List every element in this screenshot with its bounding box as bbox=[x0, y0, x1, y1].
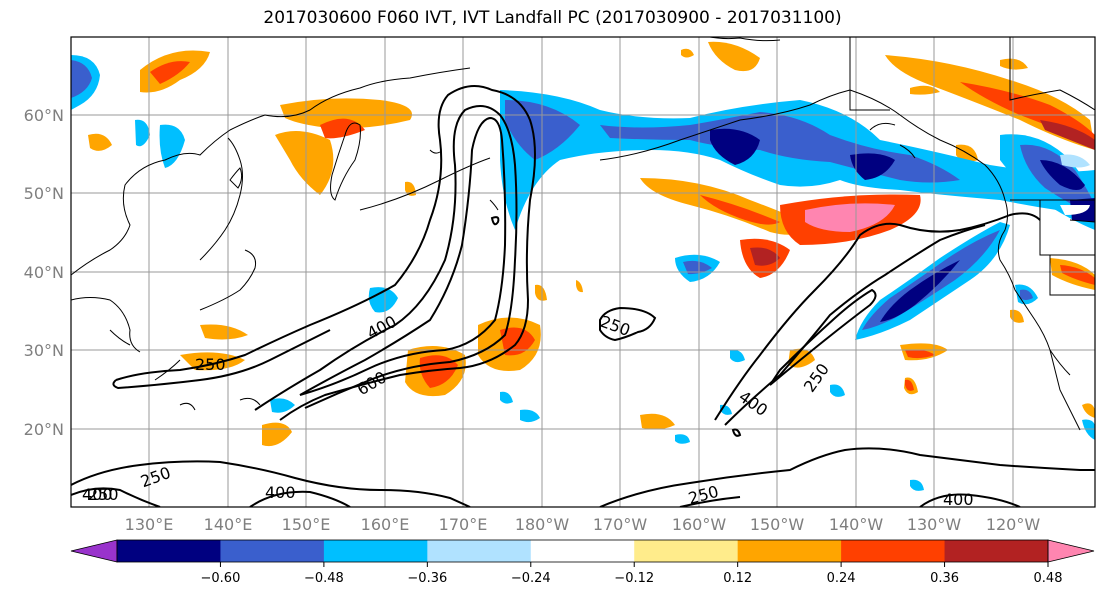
colorbar-segment bbox=[323, 540, 428, 562]
lon-label: 140°E bbox=[204, 515, 253, 534]
colorbar-tick-label: −0.24 bbox=[511, 571, 551, 586]
coastlines bbox=[71, 37, 1095, 431]
colorbar-tick-label: −0.60 bbox=[201, 571, 241, 586]
lon-label: 150°W bbox=[750, 515, 805, 534]
colorbar-segment bbox=[737, 540, 842, 562]
colorbar-tick-label: 0.36 bbox=[930, 571, 959, 586]
colorbar-tick-label: −0.48 bbox=[304, 571, 344, 586]
lon-label: 130°W bbox=[907, 515, 962, 534]
map-title: 2017030600 F060 IVT, IVT Landfall PC (20… bbox=[263, 8, 842, 28]
colorbar-segment bbox=[530, 540, 635, 562]
negative-anomaly-fills bbox=[71, 55, 1095, 491]
lon-label: 140°W bbox=[829, 515, 884, 534]
lat-label: 20°N bbox=[24, 420, 64, 439]
colorbar-tick-label: −0.12 bbox=[614, 571, 654, 586]
colorbar-segment bbox=[117, 540, 221, 562]
lon-label: 150°E bbox=[282, 515, 331, 534]
colorbar-frame bbox=[116, 539, 1049, 563]
lat-label: 40°N bbox=[24, 263, 64, 282]
lon-label: 160°E bbox=[361, 515, 410, 534]
lon-label: 120°W bbox=[986, 515, 1041, 534]
colorbar-left-extension bbox=[70, 539, 118, 563]
colorbar-segment bbox=[944, 540, 1049, 562]
map-area: 250 400 600 400 250 250 400 250 250 400 … bbox=[71, 37, 1095, 509]
colorbar-segment bbox=[841, 540, 946, 562]
colorbar-right-extension bbox=[1047, 539, 1095, 563]
lon-label: 170°E bbox=[439, 515, 488, 534]
map-frame bbox=[70, 36, 1096, 508]
colorbar: −0.60 −0.48 −0.36 −0.24 −0.12 0.12 0.24 0.36 0.4… bbox=[70, 539, 1095, 586]
colorbar-tick-label: −0.36 bbox=[407, 571, 447, 586]
colorbar-segment bbox=[220, 540, 325, 562]
lon-label: 170°W bbox=[593, 515, 648, 534]
colorbar-tick-label: 0.24 bbox=[827, 571, 856, 586]
contour-label: 250 bbox=[88, 485, 119, 504]
colorbar-tick-label: 0.12 bbox=[723, 571, 752, 586]
ivt-contours bbox=[71, 85, 1095, 507]
contour-label: 400 bbox=[943, 490, 974, 509]
longitude-labels: 130°E 140°E 150°E 160°E 170°E 180°W 170°… bbox=[125, 515, 1041, 534]
lat-label: 50°N bbox=[24, 184, 64, 203]
lon-label: 160°W bbox=[672, 515, 727, 534]
grid-lines bbox=[71, 37, 1095, 507]
lon-label: 130°E bbox=[125, 515, 174, 534]
contour-label: 400 bbox=[265, 483, 296, 502]
lon-label: 180°W bbox=[515, 515, 570, 534]
lat-label: 30°N bbox=[24, 341, 64, 360]
latitude-labels: 60°N 50°N 40°N 30°N 20°N bbox=[24, 106, 64, 439]
lat-label: 60°N bbox=[24, 106, 64, 125]
colorbar-segment bbox=[634, 540, 739, 562]
colorbar-segment bbox=[427, 540, 532, 562]
contour-label: 400 bbox=[82, 485, 113, 504]
colorbar-tick-label: 0.48 bbox=[1034, 571, 1063, 586]
contour-label: 250 bbox=[195, 355, 226, 374]
